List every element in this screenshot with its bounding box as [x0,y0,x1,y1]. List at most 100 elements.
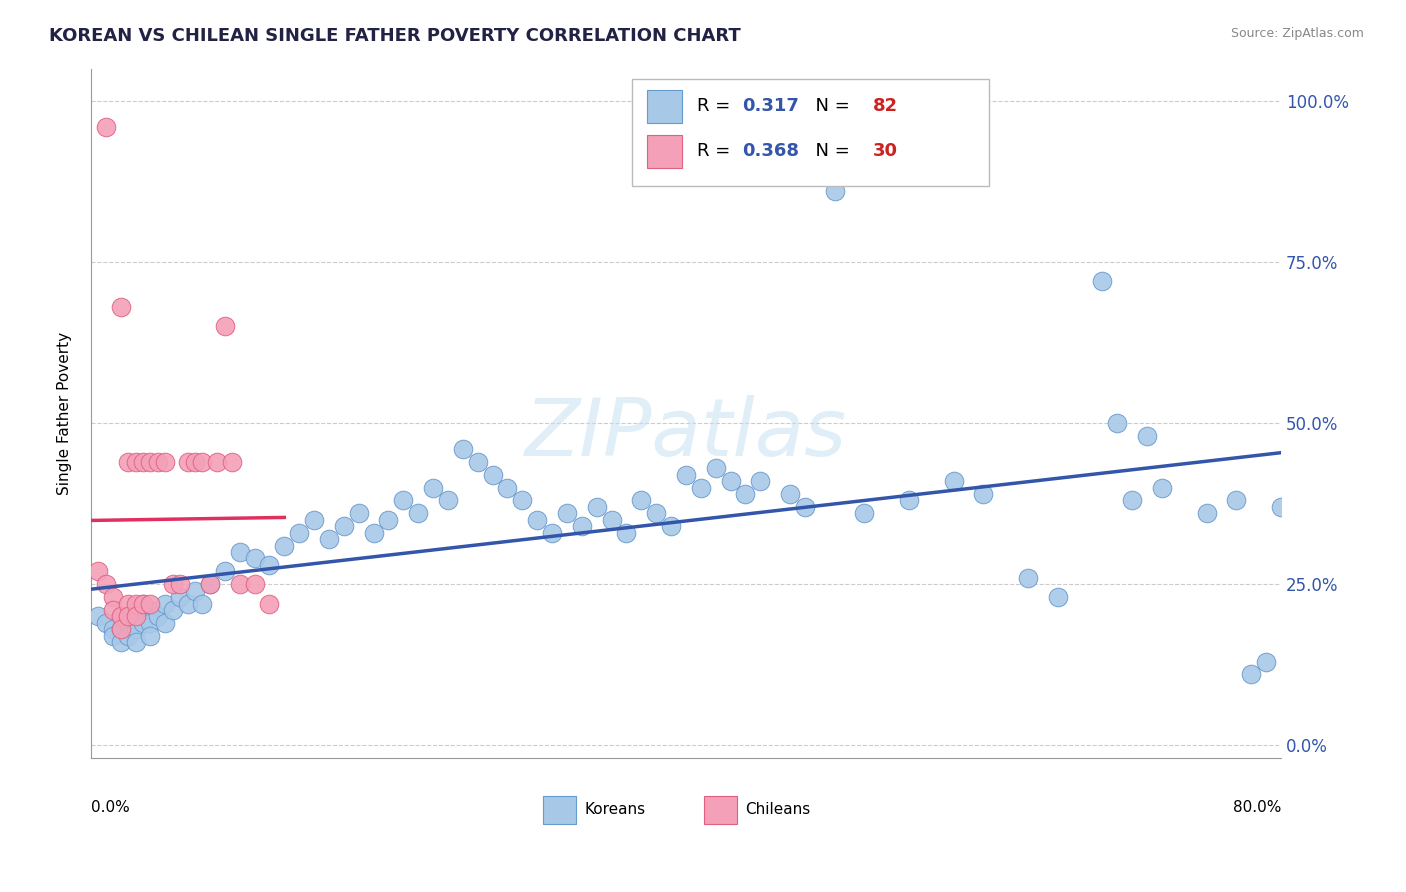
Text: R =: R = [696,97,735,115]
Point [302,513,325,527]
Text: N =: N = [804,97,855,115]
Point [110,609,132,624]
Point [139,603,162,617]
Point [155,597,177,611]
Point [616,525,638,540]
Text: R =: R = [696,143,735,161]
Point [675,467,697,482]
Text: Chileans: Chileans [745,803,811,817]
Text: 80.0%: 80.0% [1233,799,1281,814]
Point [117,597,139,611]
Point [124,597,146,611]
Point [942,474,965,488]
Point [585,500,607,514]
Point [87,609,110,624]
Point [169,590,191,604]
Bar [647,135,682,168]
Point [228,545,250,559]
Point [162,577,184,591]
Point [1091,274,1114,288]
Point [1121,493,1143,508]
Point [198,577,221,591]
Point [1017,571,1039,585]
Point [363,525,385,540]
Point [1150,481,1173,495]
Point [481,467,503,482]
Point [749,474,772,488]
Point [110,623,132,637]
Point [207,455,229,469]
Point [132,597,155,611]
Bar [543,797,576,823]
Point [103,629,125,643]
Point [1195,506,1218,520]
Text: 0.0%: 0.0% [91,799,129,814]
Point [422,481,444,495]
Point [704,461,727,475]
Point [176,455,198,469]
Point [406,506,429,520]
Point [437,493,460,508]
Point [645,506,668,520]
Point [273,539,295,553]
Point [243,551,266,566]
Bar [704,797,737,823]
Point [139,615,162,630]
Point [103,623,125,637]
Point [228,577,250,591]
Point [720,474,742,488]
Point [779,487,801,501]
Point [139,455,162,469]
Bar [647,90,682,123]
Point [377,513,399,527]
Point [184,583,207,598]
Point [124,623,146,637]
Point [1225,493,1247,508]
Text: Koreans: Koreans [585,803,645,817]
FancyBboxPatch shape [633,78,990,186]
Point [132,597,155,611]
Point [510,493,533,508]
Text: Source: ZipAtlas.com: Source: ZipAtlas.com [1230,27,1364,40]
Point [288,525,311,540]
Point [191,455,214,469]
Point [541,525,564,540]
Point [451,442,474,456]
Point [146,455,169,469]
Point [103,603,125,617]
Point [117,629,139,643]
Point [630,493,652,508]
Point [333,519,356,533]
Point [155,615,177,630]
Point [214,564,236,578]
Point [169,577,191,591]
Point [853,506,876,520]
Point [94,615,117,630]
Point [198,577,221,591]
Point [110,635,132,649]
Point [1270,500,1292,514]
Point [259,558,281,572]
Point [117,615,139,630]
Point [139,629,162,643]
Point [110,300,132,314]
Point [392,493,415,508]
Text: 30: 30 [873,143,898,161]
Text: 0.317: 0.317 [742,97,799,115]
Point [110,623,132,637]
Point [124,455,146,469]
Point [467,455,489,469]
Point [94,577,117,591]
Point [139,597,162,611]
Point [659,519,682,533]
Point [496,481,519,495]
Point [555,506,578,520]
Point [162,603,184,617]
Point [318,532,340,546]
Point [972,487,994,501]
Point [103,590,125,604]
Text: 0.368: 0.368 [742,143,799,161]
Point [110,609,132,624]
Y-axis label: Single Father Poverty: Single Father Poverty [58,332,72,495]
Text: ZIPatlas: ZIPatlas [524,395,846,473]
